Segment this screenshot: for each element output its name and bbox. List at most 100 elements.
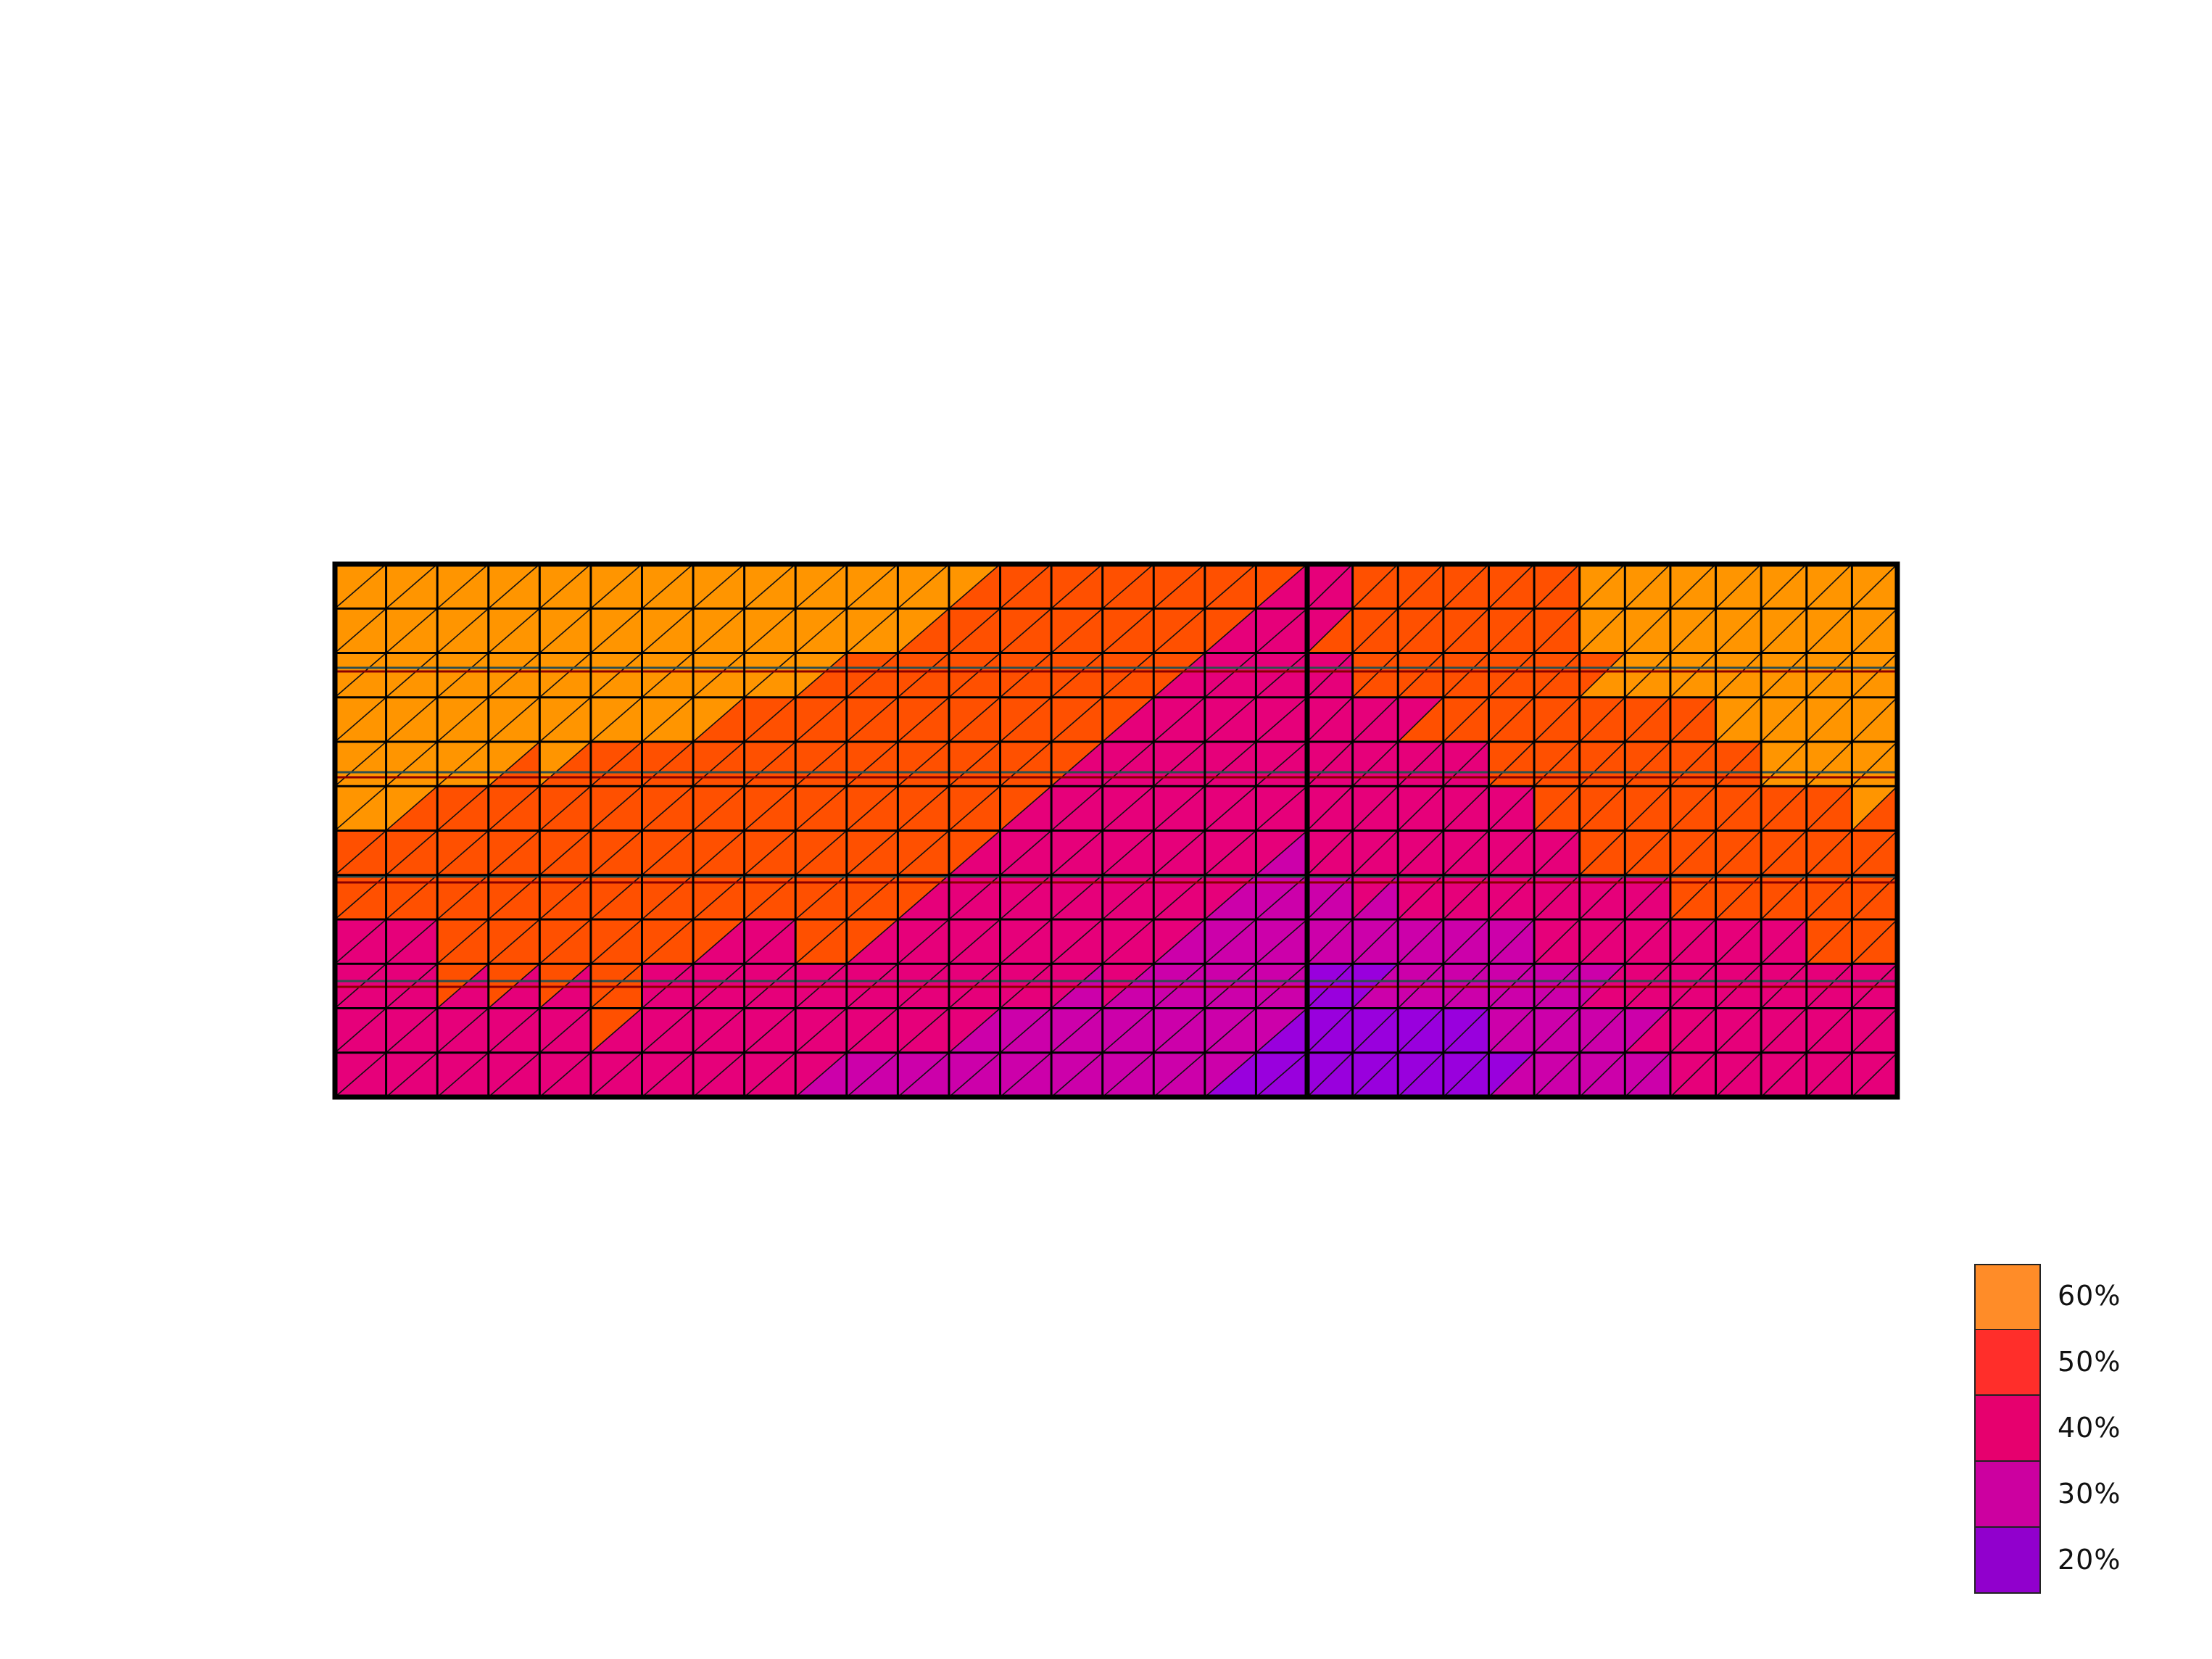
mesh-diagonal (590, 652, 642, 698)
mesh-diagonal (1153, 919, 1206, 964)
legend-item-40: 40% (1974, 1396, 2148, 1462)
mesh-diagonal (1352, 919, 1399, 964)
mesh-diagonal (436, 563, 489, 609)
mesh-diagonal (897, 563, 950, 609)
mesh-diagonal (1624, 830, 1671, 876)
mesh-diagonal (846, 919, 898, 964)
mesh-diagonal (948, 830, 1001, 876)
mesh-diagonal (436, 652, 489, 698)
mesh-diagonal (948, 919, 1001, 964)
mesh-diagonal (1102, 608, 1154, 654)
mesh-diagonal (744, 563, 796, 609)
mesh-diagonal (539, 1007, 592, 1054)
mesh-diagonal (948, 608, 1001, 654)
mesh-diagonal (1153, 697, 1206, 742)
mesh-diagonal (386, 563, 438, 609)
mesh-diagonal (641, 741, 694, 787)
mesh-diagonal (1443, 1007, 1490, 1054)
mesh-diagonal (1579, 785, 1625, 832)
mesh-diagonal (1153, 830, 1206, 876)
mesh-diagonal (1851, 785, 1898, 832)
mesh-diagonal (1204, 830, 1256, 876)
mesh-diagonal (334, 741, 387, 787)
mesh-diagonal (1488, 608, 1535, 654)
mesh-diagonal (386, 1007, 438, 1054)
mesh-diagonal (1760, 697, 1807, 742)
mesh-diagonal (795, 652, 848, 698)
mesh-diagonal (1851, 563, 1898, 609)
legend-label: 60% (2058, 1280, 2121, 1312)
mesh-diagonal (1579, 608, 1625, 654)
mesh-diagonal (897, 608, 950, 654)
mesh-diagonal (1579, 1007, 1625, 1054)
mesh-diagonal (436, 785, 489, 832)
mesh-diagonal (1533, 608, 1581, 654)
mesh-diagonal (948, 563, 1001, 609)
mesh-diagonal (1715, 697, 1762, 742)
mesh-diagonal (1397, 1007, 1444, 1054)
mesh-diagonal (590, 785, 642, 832)
mesh-diagonal (1255, 1007, 1308, 1054)
mesh-diagonal (590, 741, 642, 787)
mesh-diagonal (1851, 741, 1898, 787)
mesh-diagonal (1000, 741, 1052, 787)
mesh-diagonal (1533, 785, 1581, 832)
mesh-diagonal (795, 563, 848, 609)
mesh-diagonal (1102, 697, 1154, 742)
mesh-diagonal (641, 785, 694, 832)
legend-label: 20% (2058, 1544, 2121, 1576)
mesh-diagonal (386, 697, 438, 742)
mesh-diagonal (1488, 830, 1535, 876)
mesh-diagonal (795, 1007, 848, 1054)
mesh-diagonal (795, 919, 848, 964)
mesh-diagonal (1851, 697, 1898, 742)
mesh-diagonal (436, 830, 489, 876)
mesh-diagonal (1715, 741, 1762, 787)
mesh-diagonal (1000, 563, 1052, 609)
mesh-diagonal (386, 608, 438, 654)
mesh-diagonal (1670, 608, 1717, 654)
mesh-diagonal (1670, 919, 1717, 964)
mesh-diagonal (1715, 1052, 1762, 1098)
mesh-diagonal (1715, 919, 1762, 964)
mesh-diagonal (897, 830, 950, 876)
mesh-diagonal (1806, 1052, 1852, 1098)
mesh-diagonal (1488, 785, 1535, 832)
mesh-diagonal (1806, 652, 1852, 698)
legend: 60% 50% 40% 30% 20% (1974, 1264, 2148, 1594)
mesh-diagonal (1579, 919, 1625, 964)
mesh-diagonal (488, 1007, 540, 1054)
mesh-diagonal (1000, 652, 1052, 698)
mesh-diagonal (539, 563, 592, 609)
mesh-diagonal (334, 1052, 387, 1098)
mesh-diagonal (1760, 830, 1807, 876)
mesh-diagonal (539, 608, 592, 654)
mesh-diagonal (1153, 741, 1206, 787)
mesh-diagonal (1488, 1007, 1535, 1054)
mesh-diagonal (1352, 652, 1399, 698)
mesh-diagonal (386, 785, 438, 832)
mesh-diagonal (744, 830, 796, 876)
mesh-diagonal (1851, 1052, 1898, 1098)
mesh-diagonal (488, 919, 540, 964)
mesh-diagonal (1397, 919, 1444, 964)
mesh-diagonal (1204, 608, 1256, 654)
mesh-diagonal (1443, 830, 1490, 876)
mesh-diagonal (1760, 1007, 1807, 1054)
mesh-diagonal (1806, 563, 1852, 609)
legend-swatch (1974, 1330, 2041, 1396)
mesh-diagonal (1204, 1052, 1256, 1098)
mesh-diagonal (1352, 785, 1399, 832)
mesh-diagonal (1204, 741, 1256, 787)
mesh-diagonal (744, 652, 796, 698)
mesh-diagonal (1255, 741, 1308, 787)
mesh-diagonal (1715, 1007, 1762, 1054)
mesh-diagonal (539, 652, 592, 698)
mesh-diagonal (897, 1052, 950, 1098)
mesh-diagonal (1153, 563, 1206, 609)
mesh-diagonal (1255, 563, 1308, 609)
mesh-diagonal (1000, 785, 1052, 832)
mesh-diagonal (1051, 785, 1103, 832)
legend-swatch (1974, 1528, 2041, 1594)
